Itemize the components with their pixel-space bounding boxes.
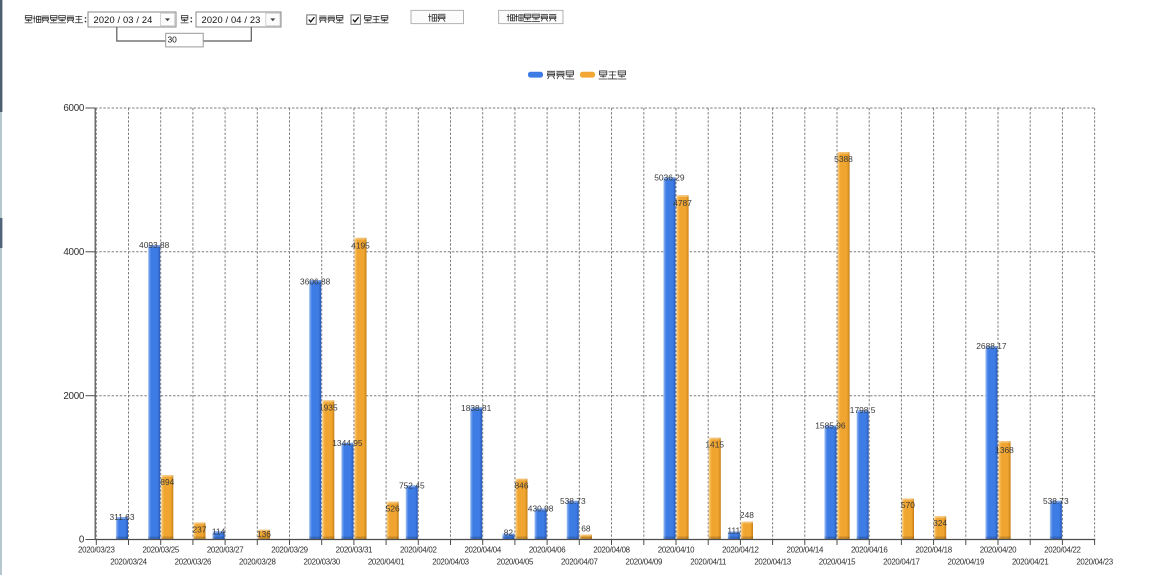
svg-text:430.98: 430.98 bbox=[528, 504, 554, 514]
svg-text:2020/04/16: 2020/04/16 bbox=[851, 546, 888, 555]
svg-text:2000: 2000 bbox=[63, 391, 84, 402]
svg-text:2020/04/03: 2020/04/03 bbox=[432, 557, 469, 566]
svg-text:30: 30 bbox=[168, 34, 178, 44]
svg-text:2020/03/28: 2020/03/28 bbox=[239, 557, 276, 566]
svg-text:2020/04/15: 2020/04/15 bbox=[819, 557, 856, 566]
svg-text:5388: 5388 bbox=[834, 154, 853, 164]
svg-text:6000: 6000 bbox=[63, 103, 84, 114]
svg-text:570: 570 bbox=[901, 500, 915, 510]
svg-text:5036.29: 5036.29 bbox=[654, 172, 685, 182]
svg-text:311.63: 311.63 bbox=[110, 512, 135, 522]
svg-text:2020/04/20: 2020/04/20 bbox=[980, 546, 1017, 555]
svg-text:68: 68 bbox=[581, 524, 591, 534]
svg-text:2020/04/13: 2020/04/13 bbox=[754, 557, 791, 566]
svg-text:248: 248 bbox=[740, 510, 754, 520]
svg-text:2020/03/26: 2020/03/26 bbox=[175, 557, 212, 566]
svg-text:4195: 4195 bbox=[351, 241, 370, 251]
svg-text:2020/04/18: 2020/04/18 bbox=[915, 546, 952, 555]
svg-text:2020/04/04: 2020/04/04 bbox=[464, 546, 501, 555]
svg-text:1368: 1368 bbox=[995, 445, 1014, 455]
svg-text:1585.96: 1585.96 bbox=[815, 420, 846, 430]
svg-text:2020/03/31: 2020/03/31 bbox=[336, 546, 373, 555]
svg-text:324: 324 bbox=[933, 518, 947, 528]
svg-text:1838.81: 1838.81 bbox=[461, 403, 492, 413]
svg-text:237: 237 bbox=[193, 525, 207, 535]
svg-text:2020 / 03 / 24: 2020 / 03 / 24 bbox=[94, 15, 153, 25]
svg-text:2020/03/30: 2020/03/30 bbox=[303, 557, 340, 566]
svg-text:2020/04/23: 2020/04/23 bbox=[1076, 557, 1113, 566]
svg-text:526: 526 bbox=[386, 504, 400, 514]
svg-text:2020/04/06: 2020/04/06 bbox=[529, 546, 566, 555]
svg-text:2020/04/07: 2020/04/07 bbox=[561, 557, 598, 566]
svg-text:1344.95: 1344.95 bbox=[332, 438, 363, 448]
svg-text:2020/03/27: 2020/03/27 bbox=[207, 546, 244, 555]
svg-text:1935: 1935 bbox=[319, 402, 338, 412]
svg-text:2020/03/29: 2020/03/29 bbox=[271, 546, 308, 555]
svg-text:3606.88: 3606.88 bbox=[300, 277, 331, 287]
svg-text:0: 0 bbox=[79, 535, 85, 546]
svg-text:2688.17: 2688.17 bbox=[976, 341, 1007, 351]
svg-text:82: 82 bbox=[504, 527, 514, 537]
svg-text:1798.5: 1798.5 bbox=[850, 405, 876, 415]
svg-text:2020/03/24: 2020/03/24 bbox=[110, 557, 147, 566]
svg-text:2020 / 04 / 23: 2020 / 04 / 23 bbox=[202, 15, 261, 25]
svg-text:111: 111 bbox=[727, 526, 740, 536]
svg-text:2020/04/10: 2020/04/10 bbox=[658, 546, 695, 555]
svg-text:4787: 4787 bbox=[673, 198, 692, 208]
svg-text:538.73: 538.73 bbox=[560, 496, 586, 506]
svg-text:2020/04/09: 2020/04/09 bbox=[626, 557, 663, 566]
svg-text:4093.88: 4093.88 bbox=[139, 240, 170, 250]
svg-text:136: 136 bbox=[257, 529, 271, 539]
svg-text:2020/04/14: 2020/04/14 bbox=[787, 546, 824, 555]
svg-text:4000: 4000 bbox=[63, 247, 84, 258]
svg-text:752.45: 752.45 bbox=[399, 480, 425, 490]
svg-text:846: 846 bbox=[515, 481, 529, 491]
svg-text:2020/04/12: 2020/04/12 bbox=[722, 546, 759, 555]
svg-text:2020/04/08: 2020/04/08 bbox=[593, 546, 630, 555]
svg-text:2020/04/11: 2020/04/11 bbox=[690, 557, 726, 566]
svg-text:2020/04/05: 2020/04/05 bbox=[497, 557, 534, 566]
svg-text:1415: 1415 bbox=[705, 440, 724, 450]
svg-text:2020/03/25: 2020/03/25 bbox=[142, 546, 179, 555]
svg-text:2020/04/02: 2020/04/02 bbox=[400, 546, 437, 555]
svg-text:2020/04/22: 2020/04/22 bbox=[1044, 546, 1081, 555]
svg-text:2020/04/17: 2020/04/17 bbox=[883, 557, 920, 566]
svg-text:538.73: 538.73 bbox=[1043, 496, 1069, 506]
svg-text:2020/04/21: 2020/04/21 bbox=[1012, 557, 1049, 566]
svg-text:2020/04/01: 2020/04/01 bbox=[368, 557, 405, 566]
svg-text:894: 894 bbox=[160, 477, 174, 487]
svg-text:114: 114 bbox=[212, 526, 226, 536]
svg-text:2020/03/23: 2020/03/23 bbox=[78, 546, 115, 555]
svg-text:2020/04/19: 2020/04/19 bbox=[948, 557, 985, 566]
